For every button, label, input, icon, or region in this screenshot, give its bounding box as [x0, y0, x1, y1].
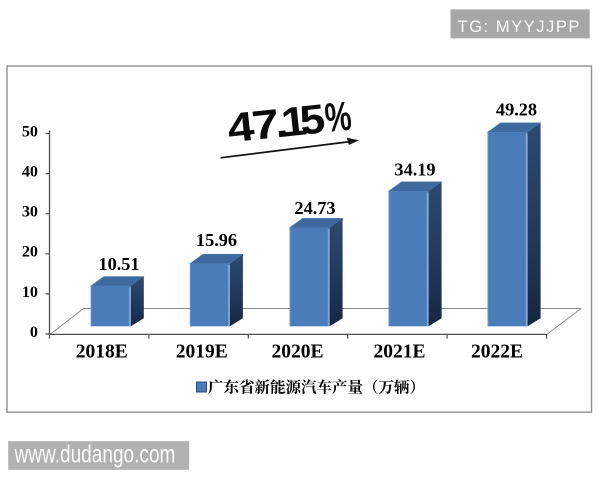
svg-text:2019E: 2019E [176, 342, 228, 363]
svg-text:20: 20 [22, 243, 38, 261]
svg-text:2022E: 2022E [471, 342, 523, 363]
svg-text:2018E: 2018E [76, 342, 128, 363]
svg-text:2020E: 2020E [271, 342, 323, 363]
svg-text:4: 4 [225, 104, 256, 152]
svg-text:5: 5 [298, 96, 328, 144]
svg-text:7: 7 [250, 100, 282, 149]
svg-text:24.73: 24.73 [294, 198, 335, 218]
svg-text:0: 0 [30, 323, 38, 341]
svg-text:40: 40 [22, 163, 38, 181]
svg-text:.: . [272, 100, 290, 147]
svg-text:www.dudango.com: www.dudango.com [14, 440, 176, 468]
svg-text:50: 50 [22, 122, 38, 140]
svg-text:15.96: 15.96 [196, 230, 237, 250]
svg-text:%: % [323, 93, 354, 141]
svg-text:49.28: 49.28 [496, 100, 537, 120]
svg-text:10.51: 10.51 [98, 254, 139, 274]
svg-text:34.19: 34.19 [394, 160, 435, 180]
svg-text:10: 10 [22, 283, 38, 301]
svg-text:2021E: 2021E [373, 342, 425, 363]
svg-text:TG: MYYJJPP: TG: MYYJJPP [458, 17, 581, 36]
svg-text:1: 1 [279, 98, 309, 146]
svg-text:30: 30 [22, 203, 38, 221]
